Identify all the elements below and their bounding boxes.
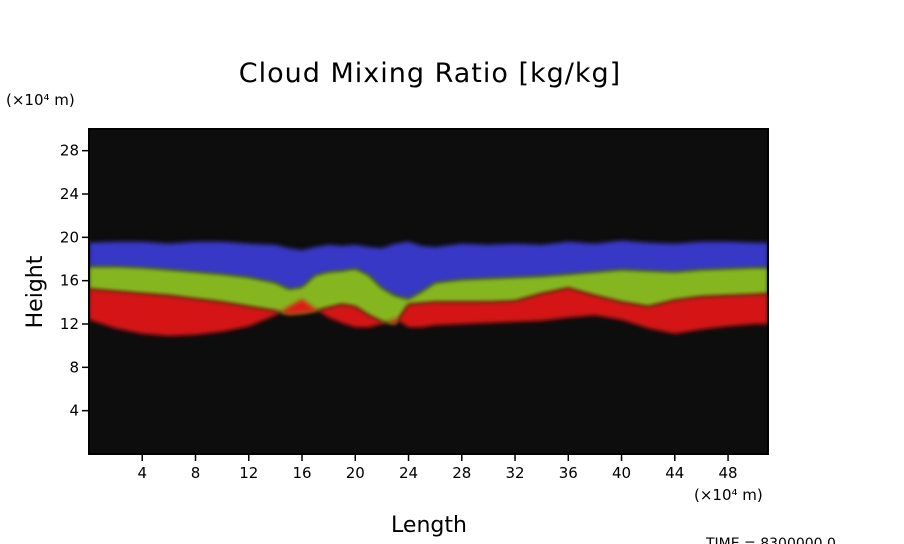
y-tick-label: 12 <box>60 315 79 333</box>
x-unit-label: (×10⁴ m) <box>694 486 763 504</box>
x-tick-label: 24 <box>399 464 418 482</box>
x-tick-label: 36 <box>559 464 578 482</box>
cloud-layer-green <box>89 266 768 324</box>
x-axis-label: Length <box>391 513 467 538</box>
x-tick-label: 40 <box>612 464 631 482</box>
x-tick-label: 20 <box>346 464 365 482</box>
y-tick-label: 24 <box>60 185 79 203</box>
plot-frame <box>88 128 769 455</box>
cloud-layer-red <box>89 288 768 336</box>
y-tick-label: 16 <box>60 272 79 290</box>
x-tick-label: 44 <box>665 464 684 482</box>
x-tick-label: 12 <box>239 464 258 482</box>
y-tick-label: 20 <box>60 228 79 246</box>
x-tick-label: 8 <box>191 464 201 482</box>
y-axis-label: Height <box>23 255 48 328</box>
cloud-layers <box>89 240 768 336</box>
y-tick-label: 4 <box>69 402 79 420</box>
x-tick-label: 48 <box>719 464 738 482</box>
y-tick-label: 28 <box>60 142 79 160</box>
y-tick-label: 8 <box>69 358 79 376</box>
y-unit-label: (×10⁴ m) <box>6 91 75 109</box>
x-tick-label: 28 <box>452 464 471 482</box>
chart-title: Cloud Mixing Ratio [kg/kg] <box>239 58 621 89</box>
x-tick-label: 32 <box>505 464 524 482</box>
x-tick-label: 4 <box>137 464 147 482</box>
x-axis: 4 8 12 16 20 24 28 32 36 40 44 48 <box>137 454 738 482</box>
cloud-layer-blue <box>89 240 768 300</box>
time-label: TIME = 8300000.0 <box>705 536 836 544</box>
x-tick-label: 16 <box>292 464 311 482</box>
y-axis: 4 8 12 16 20 24 28 <box>60 142 89 420</box>
